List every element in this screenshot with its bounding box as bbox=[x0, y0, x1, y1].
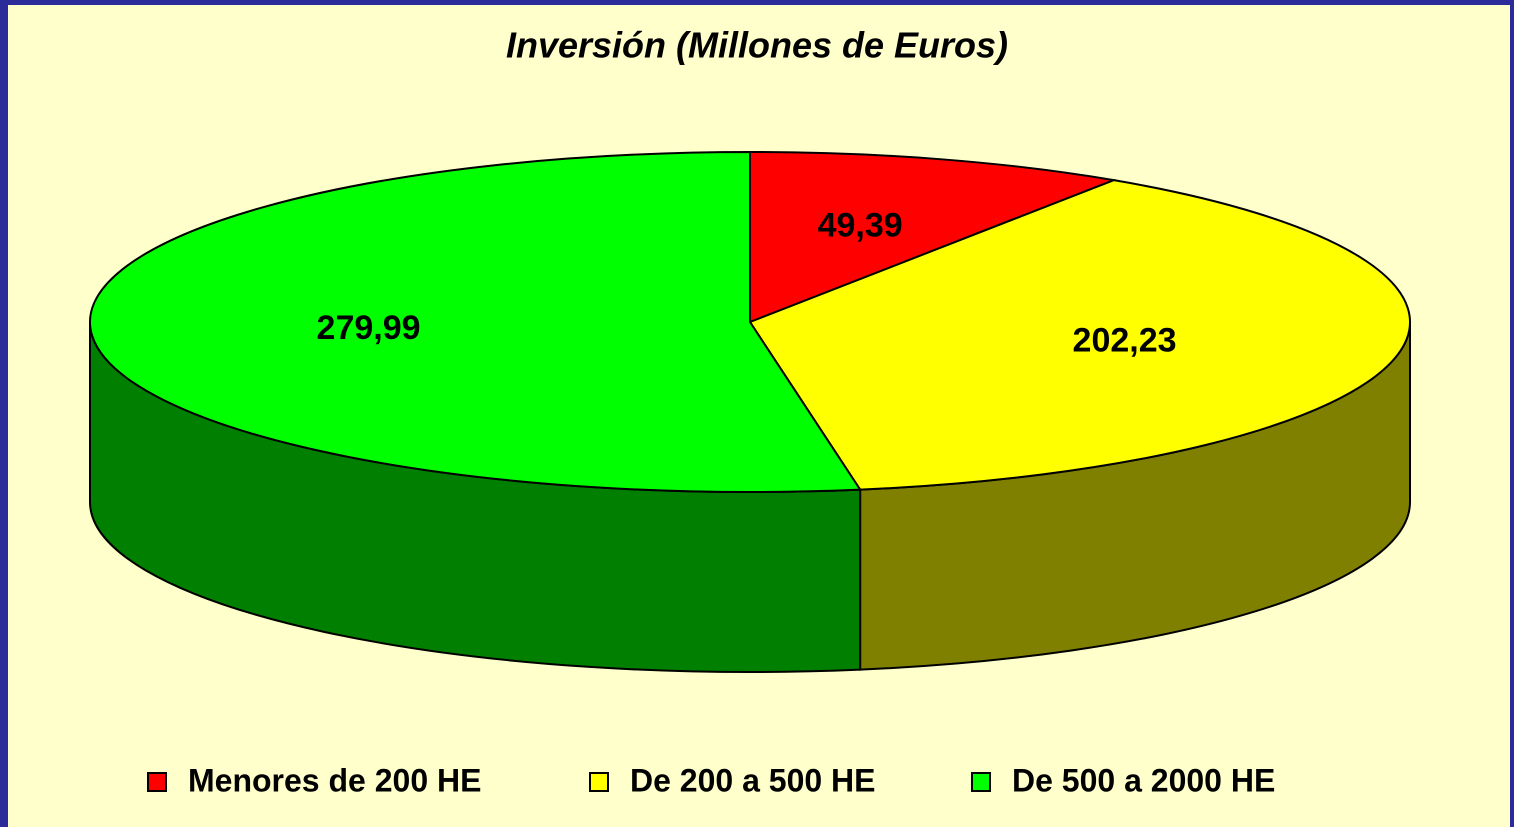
data-label: 279,99 bbox=[317, 309, 421, 347]
legend-swatch bbox=[971, 772, 991, 792]
legend-label: Menores de 200 HE bbox=[188, 762, 481, 798]
pie-slice bbox=[749, 150, 1118, 324]
pie-slice bbox=[748, 179, 1411, 491]
legend-swatch bbox=[589, 772, 609, 792]
pie-slice bbox=[88, 150, 862, 493]
legend-swatch bbox=[147, 772, 167, 792]
data-label: 49,39 bbox=[818, 207, 903, 245]
chart-title: Inversión (Millones de Euros) bbox=[506, 25, 1008, 66]
legend-label: De 200 a 500 HE bbox=[630, 762, 876, 798]
legend-label: De 500 a 2000 HE bbox=[1012, 762, 1275, 798]
data-label: 202,23 bbox=[1073, 321, 1177, 359]
